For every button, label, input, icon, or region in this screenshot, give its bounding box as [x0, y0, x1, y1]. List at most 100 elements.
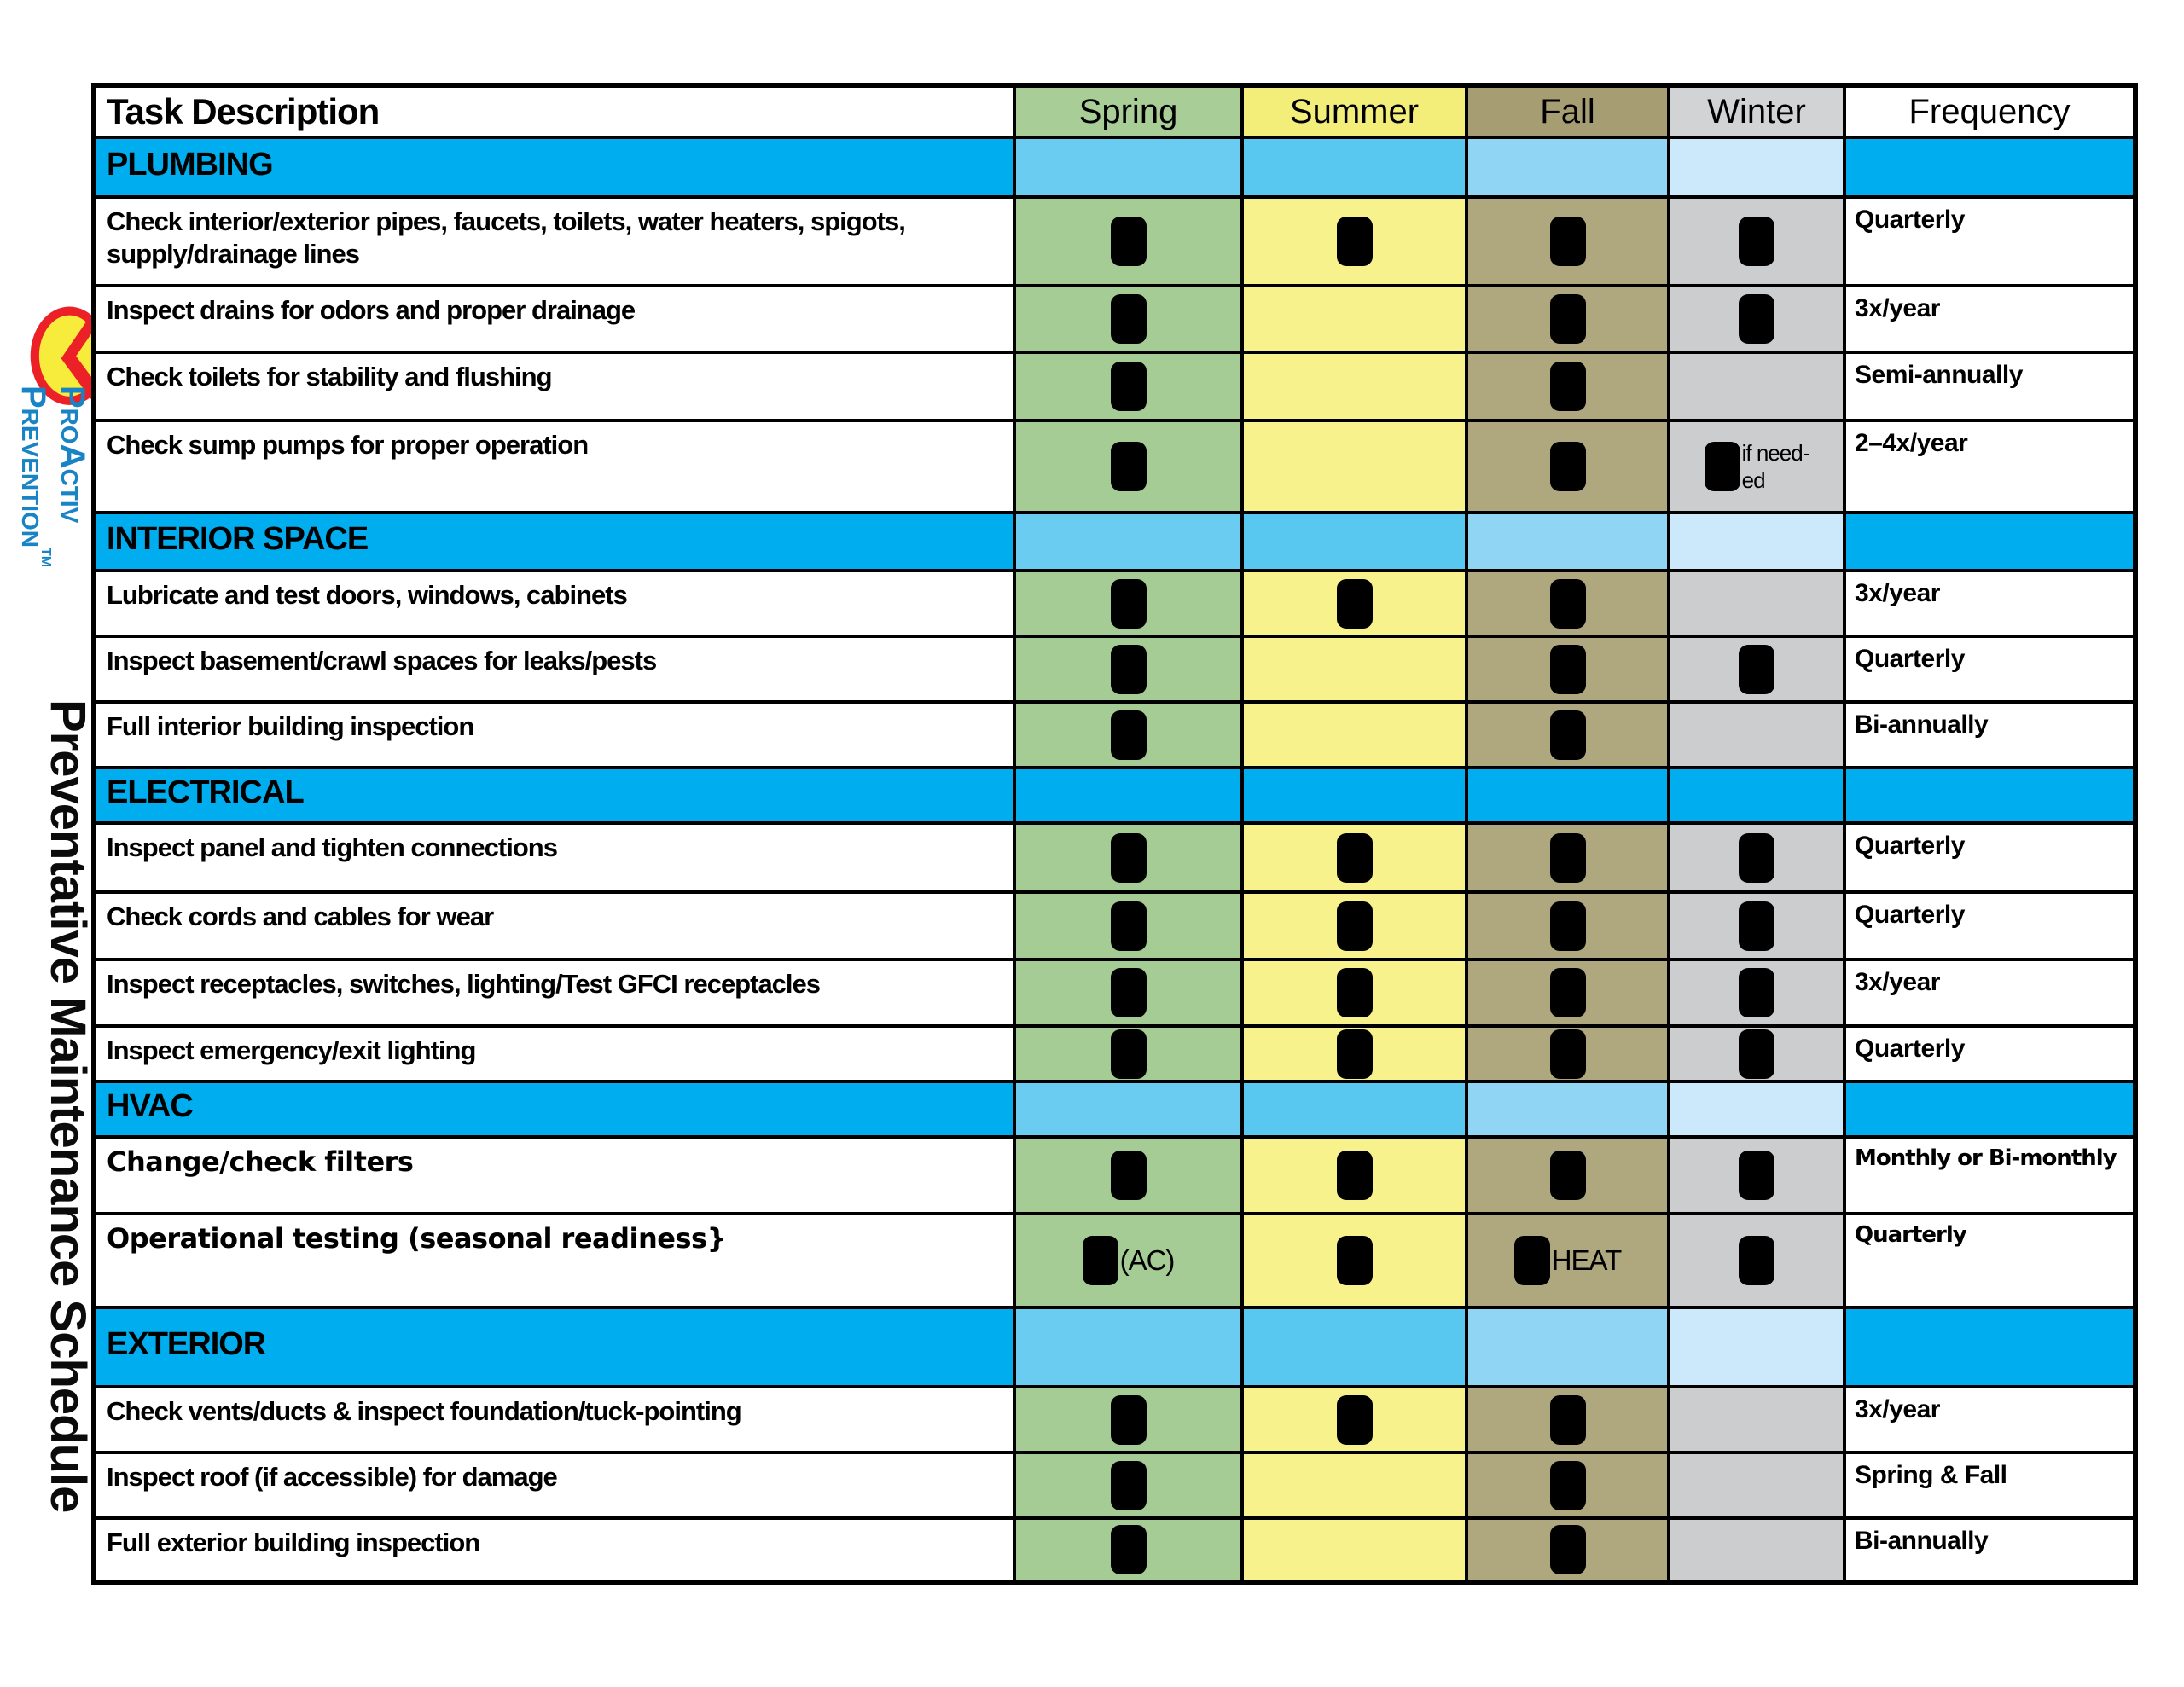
- season-cell-summer: [1240, 700, 1468, 769]
- section-season-cell-fall: [1465, 511, 1670, 572]
- season-cell-spring: [1013, 1385, 1244, 1454]
- check-mark: [1082, 1236, 1118, 1285]
- section-season-cell-winter: [1667, 766, 1846, 825]
- season-cell-spring: [1013, 958, 1244, 1028]
- season-cell-content: [1246, 901, 1463, 951]
- season-cell-content: [1018, 1029, 1239, 1078]
- season-cell-content: [1018, 1394, 1239, 1445]
- season-cell-content: [1018, 362, 1239, 411]
- season-cell-content: [1018, 644, 1239, 694]
- season-cell-winter: if need- ed: [1667, 419, 1846, 514]
- check-mark: [1110, 710, 1147, 760]
- check-mark: [1110, 294, 1147, 344]
- frequency-cell: 3x/year: [1843, 284, 2137, 354]
- season-cell-fall: [1465, 284, 1670, 354]
- season-cell-spring: [1013, 700, 1244, 769]
- season-cell-content: [1246, 217, 1463, 266]
- season-cell-winter: [1667, 351, 1846, 422]
- check-mark: [1336, 217, 1373, 266]
- season-cell-content: [1018, 1151, 1239, 1200]
- header-row: Task Description Spring Summer Fall Wint…: [92, 84, 2137, 139]
- check-mark: [1739, 1029, 1774, 1078]
- section-row: INTERIOR SPACE: [92, 511, 2137, 572]
- task-row: Change/check filters Monthly or Bi-monthl…: [92, 1135, 2137, 1215]
- season-cell-content: [1672, 901, 1841, 951]
- check-mark: [1336, 1151, 1373, 1200]
- season-cell-content: [1246, 1029, 1463, 1078]
- task-cell: Inspect roof (if accessible) for damage: [92, 1451, 1016, 1520]
- frequency-cell: Quarterly: [1843, 821, 2137, 894]
- season-cell-summer: [1240, 1212, 1468, 1309]
- season-cell-spring: [1013, 635, 1244, 704]
- task-cell: Check toilets for stability and flushing: [92, 351, 1016, 422]
- check-mark: [1513, 1236, 1550, 1285]
- column-header-task: Task Description: [92, 84, 1016, 139]
- season-cell-winter: [1667, 1385, 1846, 1454]
- check-mark: [1110, 1394, 1147, 1445]
- season-cell-fall: [1465, 419, 1670, 514]
- season-cell-spring: [1013, 821, 1244, 894]
- section-season-cell-fall: [1465, 136, 1670, 199]
- check-mark: [1110, 1460, 1147, 1510]
- section-row: HVAC: [92, 1080, 2137, 1139]
- season-cell-winter: [1667, 821, 1846, 894]
- season-cell-content: [1672, 1151, 1841, 1200]
- frequency-cell: 2–4x/year: [1843, 419, 2137, 514]
- column-header-spring: Spring: [1013, 84, 1244, 139]
- season-cell-content: [1246, 832, 1463, 883]
- season-cell-content: [1470, 578, 1665, 629]
- check-mark: [1336, 578, 1373, 629]
- season-cell-content: [1470, 832, 1665, 883]
- section-season-cell-summer: [1240, 1080, 1468, 1139]
- check-mark: [1110, 832, 1147, 883]
- season-cell-content: [1470, 710, 1665, 760]
- section-frequency-cell: [1843, 1306, 2137, 1388]
- check-mark: [1739, 1151, 1774, 1200]
- check-note: (AC): [1119, 1244, 1176, 1277]
- season-cell-summer: [1240, 958, 1468, 1028]
- season-cell-spring: [1013, 419, 1244, 514]
- season-cell-content: [1018, 578, 1239, 629]
- season-cell-content: [1018, 442, 1239, 491]
- season-cell-winter: [1667, 958, 1846, 1028]
- season-cell-fall: [1465, 890, 1670, 961]
- season-cell-fall: [1465, 700, 1670, 769]
- check-mark: [1110, 1029, 1147, 1078]
- task-cell: Inspect receptacles, switches, lighting/…: [92, 958, 1016, 1028]
- season-cell-fall: [1465, 1516, 1670, 1584]
- season-cell-winter: [1667, 195, 1846, 287]
- season-cell-fall: [1465, 1135, 1670, 1215]
- season-cell-winter: [1667, 284, 1846, 354]
- check-mark: [1110, 1151, 1147, 1200]
- season-cell-content: [1470, 968, 1665, 1017]
- season-cell-summer: [1240, 419, 1468, 514]
- frequency-cell: 3x/year: [1843, 1385, 2137, 1454]
- brand-line1: ProActiv: [53, 386, 91, 524]
- check-mark: [1110, 578, 1147, 629]
- section-season-cell-winter: [1667, 136, 1846, 199]
- season-cell-content: [1018, 968, 1239, 1017]
- task-cell: Check cords and cables for wear: [92, 890, 1016, 961]
- check-note: HEAT: [1551, 1244, 1623, 1277]
- season-cell-content: [1672, 968, 1841, 1017]
- frequency-cell: Quarterly: [1843, 1212, 2137, 1309]
- column-header-winter: Winter: [1667, 84, 1846, 139]
- section-season-cell-spring: [1013, 766, 1244, 825]
- season-cell-fall: [1465, 569, 1670, 638]
- task-row: Check toilets for stability and flushing…: [92, 351, 2137, 422]
- task-cell: Inspect basement/crawl spaces for leaks/…: [92, 635, 1016, 704]
- season-cell-summer: [1240, 569, 1468, 638]
- season-cell-spring: [1013, 1135, 1244, 1215]
- task-cell: Check sump pumps for proper operation: [92, 419, 1016, 514]
- task-row: Inspect panel and tighten connections Qua…: [92, 821, 2137, 894]
- task-row: Lubricate and test doors, windows, cabin…: [92, 569, 2137, 638]
- section-row: EXTERIOR: [92, 1306, 2137, 1388]
- check-mark: [1739, 901, 1774, 951]
- section-row: PLUMBING: [92, 136, 2137, 199]
- check-mark: [1110, 217, 1147, 266]
- check-mark: [1336, 968, 1373, 1017]
- task-row: Operational testing (seasonal readiness}…: [92, 1212, 2137, 1309]
- season-cell-summer: [1240, 351, 1468, 422]
- trademark-symbol: TM: [38, 548, 54, 568]
